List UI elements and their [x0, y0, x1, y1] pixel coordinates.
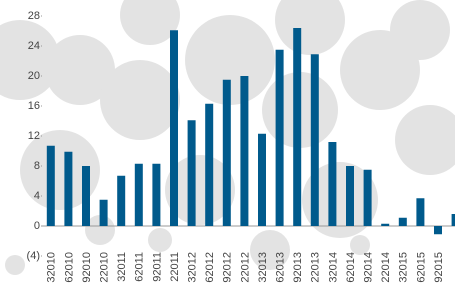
x-tick-label: 62011 — [134, 252, 146, 282]
bar — [399, 218, 407, 226]
bar — [346, 166, 354, 226]
bar — [416, 198, 424, 226]
bar — [188, 120, 196, 226]
bar — [364, 170, 372, 226]
bar — [223, 80, 231, 226]
x-tick-label: 22012 — [239, 252, 251, 283]
bar — [82, 166, 90, 226]
y-tick-label: 12 — [28, 130, 40, 142]
x-tick-label: 32015 — [398, 252, 410, 283]
bar — [452, 214, 455, 226]
x-tick-label: 92012 — [222, 252, 234, 283]
bar — [47, 146, 55, 226]
y-tick-label: 28 — [28, 10, 40, 22]
page: {"chart_data": {"type": "bar", "categori… — [0, 0, 455, 290]
y-tick-label: 4 — [34, 190, 40, 202]
bar — [434, 226, 442, 234]
bar — [170, 30, 178, 226]
x-tick-label: 32013 — [257, 252, 269, 283]
y-tick-label: 0 — [34, 220, 40, 232]
bar — [152, 164, 160, 226]
y-tick-label: 16 — [28, 100, 40, 112]
y-tick-label: 20 — [28, 70, 40, 82]
x-tick-label: 32010 — [46, 252, 58, 283]
x-tick-label: 92014 — [363, 252, 375, 283]
x-tick-label: 62010 — [63, 252, 75, 283]
x-tick-label: 62013 — [275, 252, 287, 283]
bar — [328, 142, 336, 226]
bar — [258, 134, 266, 226]
bar — [205, 104, 213, 226]
bar — [135, 164, 143, 226]
x-tick-label: 62015 — [415, 252, 427, 283]
y-tick-label: 24 — [28, 40, 40, 52]
bar — [64, 152, 72, 226]
x-tick-label: 22014 — [380, 252, 392, 283]
bar — [100, 200, 108, 226]
chart: (4) 0 4 8 12 16 20 24 28 32010 62010 92010 22010 3201… — [0, 0, 455, 290]
y-tick-label: (4) — [27, 250, 40, 262]
x-tick-label: 92015 — [433, 252, 445, 283]
x-tick-label: 92011 — [151, 252, 163, 282]
bar — [381, 224, 389, 226]
bar — [117, 176, 125, 226]
x-tick-label: 62012 — [204, 252, 216, 283]
bar — [240, 76, 248, 226]
x-tick-label: 22011 — [169, 252, 181, 282]
bar — [293, 28, 301, 226]
bar — [311, 54, 319, 226]
x-tick-label: 32011 — [116, 252, 128, 282]
x-tick-label: 92013 — [292, 252, 304, 283]
x-tick-label: 32012 — [187, 252, 199, 283]
y-tick-label: 8 — [34, 160, 40, 172]
x-tick-label: 92010 — [81, 252, 93, 283]
x-tick-label: 62014 — [345, 252, 357, 283]
x-tick-label: 22013 — [310, 252, 322, 283]
x-tick-label: 22010 — [99, 252, 111, 283]
x-tick-label: 32014 — [327, 252, 339, 283]
bar — [276, 50, 284, 226]
